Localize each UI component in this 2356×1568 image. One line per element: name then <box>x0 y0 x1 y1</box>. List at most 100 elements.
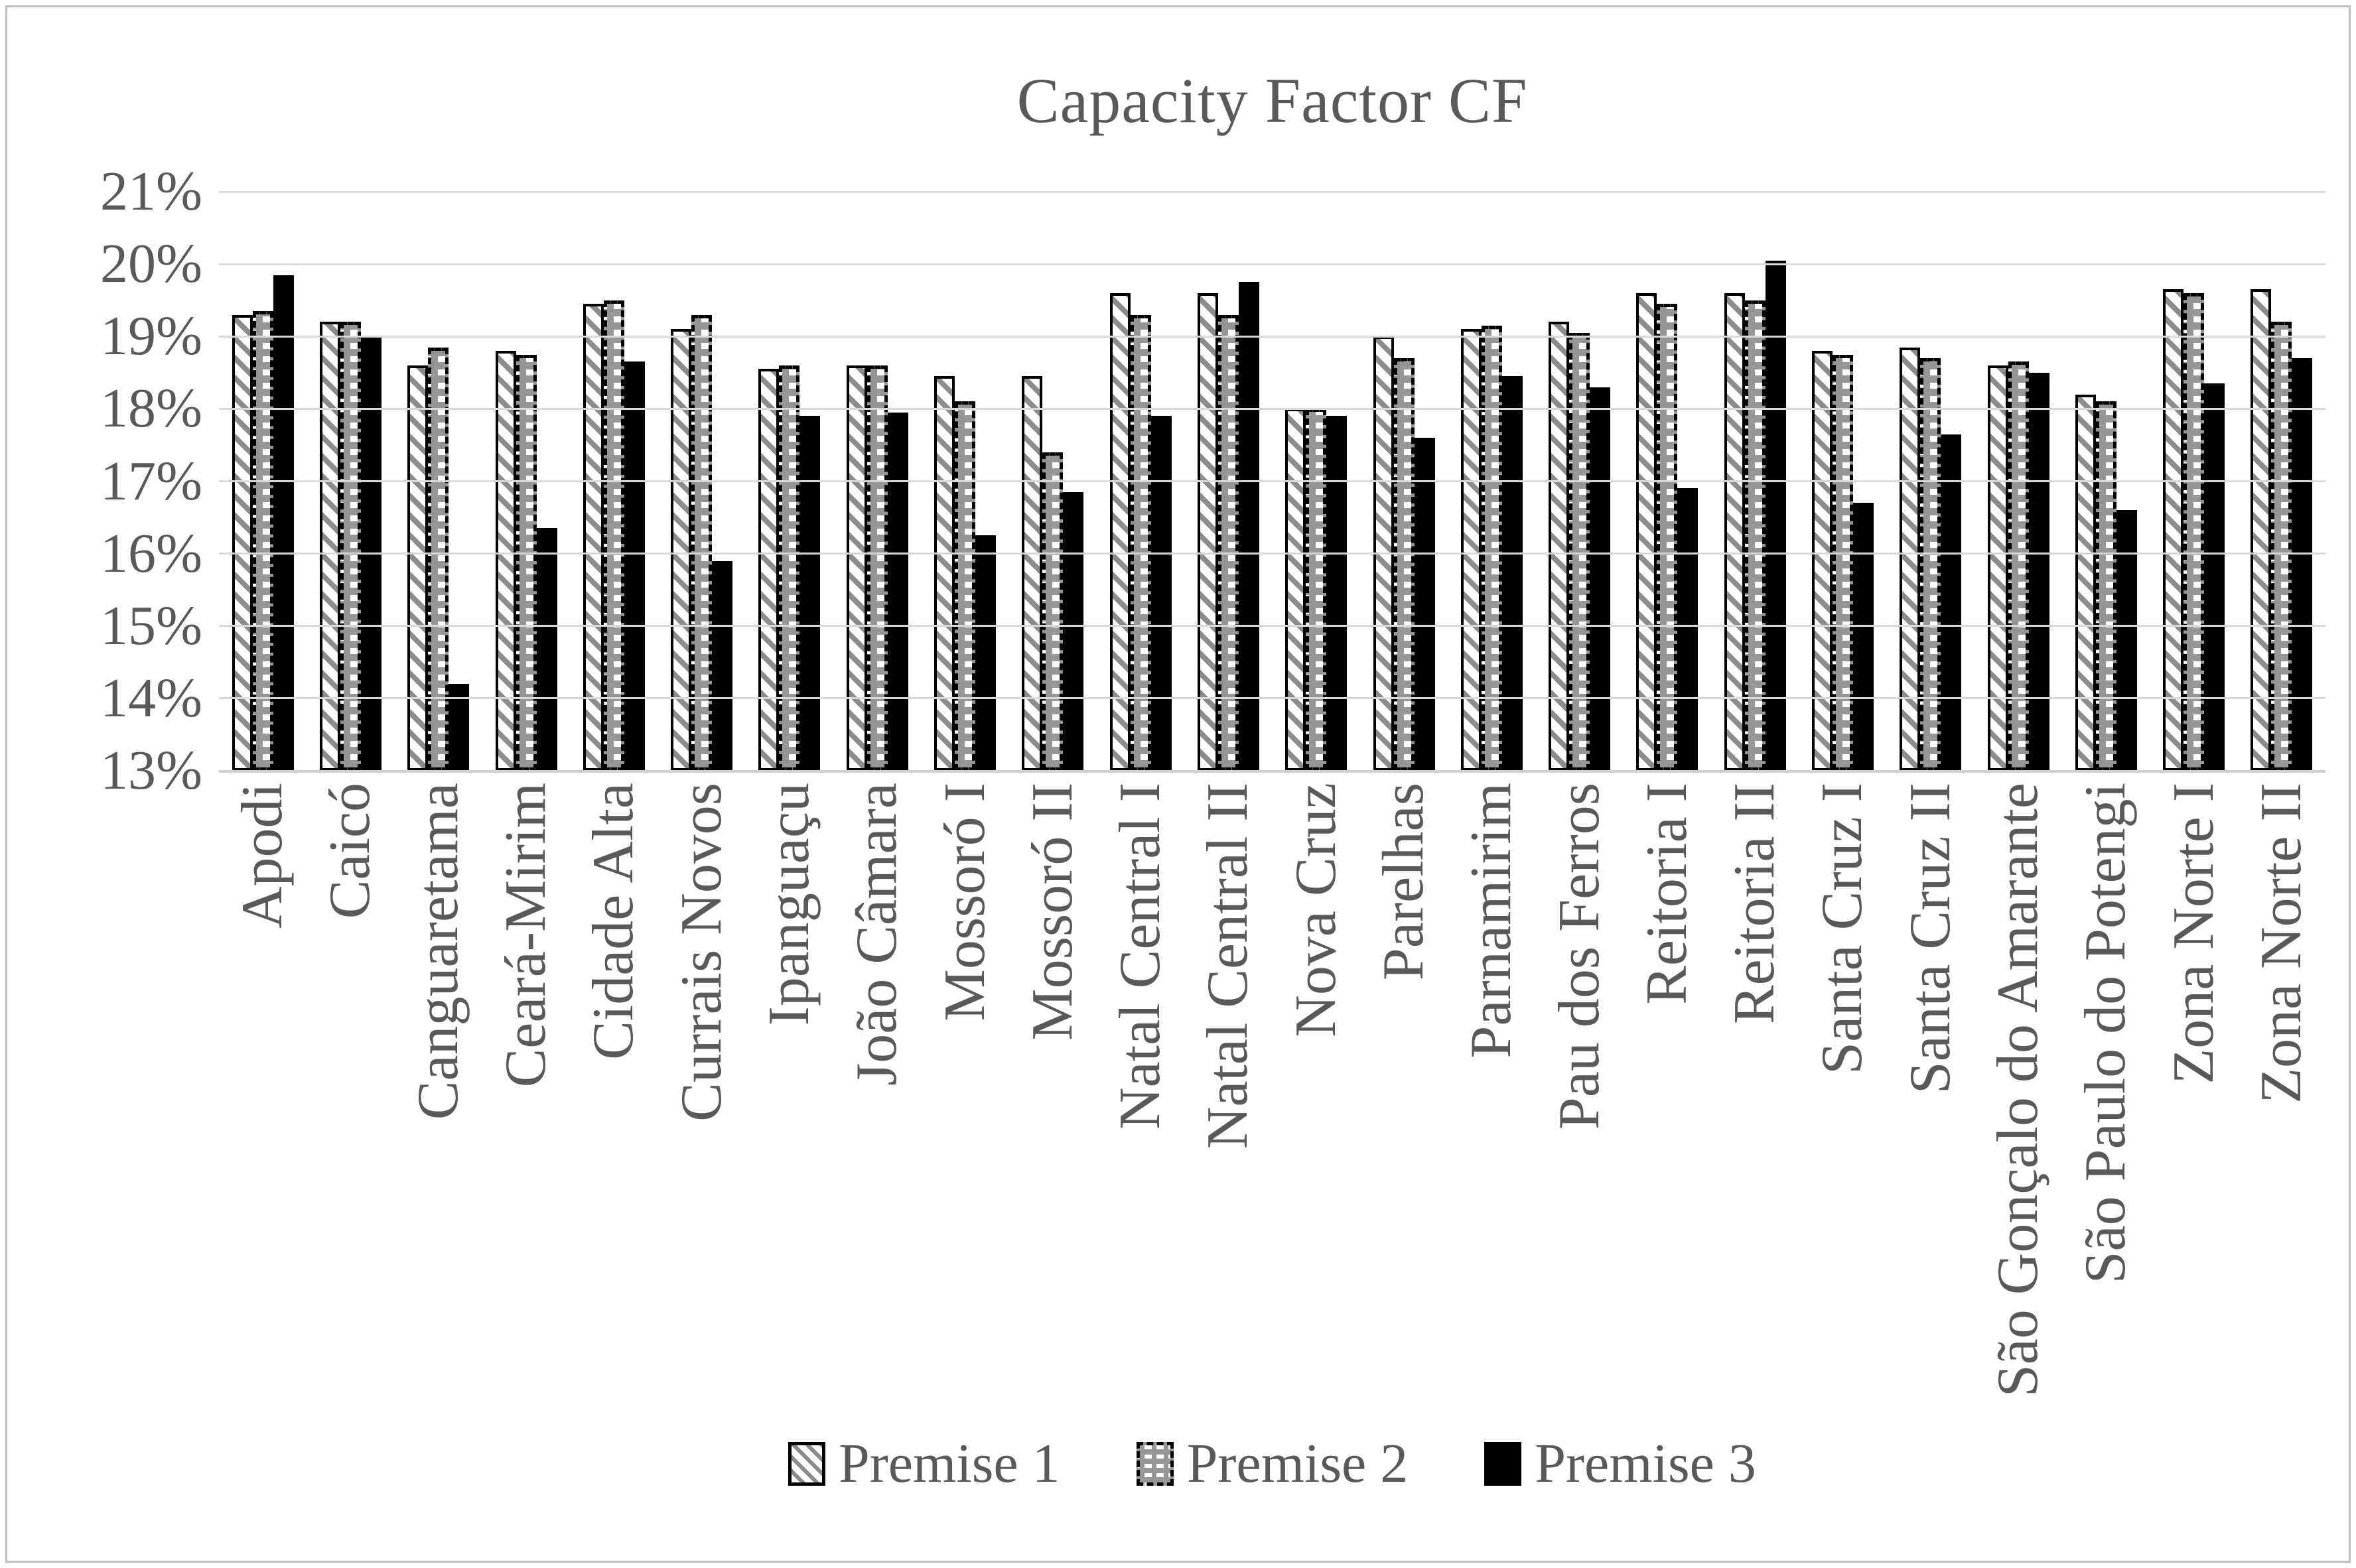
category-label: Currais Novos <box>669 783 734 1122</box>
bar-diagonal-hatch <box>1636 293 1657 771</box>
category-label: Caicó <box>318 783 383 919</box>
category-label: Cidade Alta <box>581 783 646 1060</box>
bar-gray-dash <box>866 365 888 771</box>
legend-item: Premise 2 <box>1136 1431 1409 1496</box>
category-label-cell: Santa Cruz II <box>1887 783 1975 1423</box>
category-label-cell: Ceará-Mirim <box>482 783 570 1423</box>
category-label-cell: Zona Norte I <box>2150 783 2238 1423</box>
chart-title: Capacity Factor CF <box>1016 65 1528 136</box>
bar-group <box>570 192 658 771</box>
bar-group <box>395 192 482 771</box>
bar-gray-dash <box>252 311 273 771</box>
bar-diagonal-hatch <box>2251 289 2272 771</box>
category-label-cell: Zona Norte II <box>2238 783 2325 1423</box>
bar-group <box>1009 192 1097 771</box>
bars-container <box>219 192 2325 771</box>
bar-solid-black <box>624 361 645 771</box>
bar-solid-black <box>1590 387 1611 771</box>
bar-group <box>1975 192 2062 771</box>
category-label-cell: Canguaretama <box>395 783 482 1423</box>
gridline <box>219 190 2325 193</box>
legend-label: Premise 2 <box>1186 1433 1409 1494</box>
chart-outer-border <box>5 5 2351 1563</box>
bar-group <box>2238 192 2325 771</box>
bar-diagonal-hatch <box>407 365 429 771</box>
bar-diagonal-hatch <box>1724 293 1745 771</box>
legend: Premise 1 Premise 2 Premise 3 <box>219 1431 2325 1496</box>
category-label: Reitoria I <box>1634 783 1699 1005</box>
bar-group <box>482 192 570 771</box>
category-label: Apodi <box>230 783 295 929</box>
category-label: Zona Norte I <box>2161 783 2226 1084</box>
bar-diagonal-hatch <box>1022 376 1043 771</box>
bar-gray-dash <box>955 401 976 771</box>
bar-solid-black <box>2116 510 2137 771</box>
bar-group <box>2150 192 2238 771</box>
y-tick-label: 14% <box>100 667 202 729</box>
bar-gray-dash <box>1130 314 1151 771</box>
category-label: São Gonçalo do Amarante <box>1986 783 2051 1398</box>
gridline <box>219 697 2325 700</box>
bar-gray-dash <box>1569 332 1590 771</box>
bar-solid-black <box>712 560 733 771</box>
category-label-cell: João Câmara <box>833 783 921 1423</box>
bar-gray-dash <box>1217 314 1239 771</box>
category-label-cell: Santa Cruz I <box>1799 783 1886 1423</box>
category-label: Zona Norte II <box>2249 783 2314 1104</box>
bar-solid-black <box>2292 358 2313 771</box>
bar-gray-dash <box>2008 361 2029 771</box>
bar-diagonal-hatch <box>2163 289 2184 771</box>
category-label: Mossoró II <box>1020 783 1085 1041</box>
bar-solid-black <box>799 416 821 771</box>
y-tick-label: 16% <box>100 522 202 584</box>
bar-gray-dash <box>603 300 624 771</box>
bar-solid-black <box>1414 438 1435 771</box>
y-axis-tick-labels: 13% 14% 15% 16% 17% 18% 19% 20% 21% <box>0 0 202 1568</box>
bar-solid-black <box>2204 383 2225 771</box>
category-label: Ipanguaçu <box>756 783 821 1026</box>
category-label-cell: Currais Novos <box>658 783 745 1423</box>
bar-solid-black <box>975 535 997 771</box>
gridline <box>219 263 2325 265</box>
bar-group <box>1097 192 1184 771</box>
bar-group <box>1535 192 1623 771</box>
category-label: Natal Central II <box>1196 783 1261 1149</box>
legend-item: Premise 3 <box>1484 1431 1756 1496</box>
bar-diagonal-hatch <box>1987 365 2008 771</box>
bar-diagonal-hatch <box>758 369 780 771</box>
bar-gray-dash <box>516 354 537 771</box>
y-tick-label: 15% <box>100 594 202 657</box>
category-label: Nova Cruz <box>1283 783 1348 1037</box>
bar-group <box>1711 192 1799 771</box>
category-label-cell: Parelhas <box>1360 783 1448 1423</box>
legend-label: Premise 3 <box>1535 1433 1756 1494</box>
category-label: Parnamirim <box>1459 783 1524 1059</box>
bar-solid-black <box>1677 488 1698 771</box>
bar-gray-dash <box>1657 304 1678 771</box>
bar-diagonal-hatch <box>2075 394 2096 771</box>
bar-solid-black <box>1941 434 1962 771</box>
y-tick-label: 13% <box>100 740 202 801</box>
category-label-cell: Apodi <box>219 783 307 1423</box>
bar-group <box>1184 192 1272 771</box>
category-label: Pau dos Ferros <box>1547 783 1612 1130</box>
category-label: Natal Central I <box>1108 783 1173 1130</box>
bar-gray-dash <box>2183 293 2205 771</box>
bar-gray-dash <box>1481 325 1502 771</box>
bar-group <box>1448 192 1535 771</box>
category-label: Santa Cruz II <box>1898 783 1963 1094</box>
bar-diagonal-hatch <box>934 376 955 771</box>
bar-diagonal-hatch <box>1197 293 1218 771</box>
category-label: São Paulo do Potengi <box>2073 783 2138 1284</box>
bar-solid-black <box>2028 372 2049 771</box>
category-label-cell: Parnamirim <box>1448 783 1535 1423</box>
bar-solid-black <box>273 275 294 771</box>
category-label: Santa Cruz I <box>1810 783 1875 1075</box>
gridline <box>219 335 2325 338</box>
bar-group <box>1273 192 1360 771</box>
bar-diagonal-hatch <box>1285 409 1306 771</box>
bar-gray-dash <box>1920 358 1941 771</box>
bar-solid-black <box>1765 260 1786 771</box>
category-label-cell: Ipanguaçu <box>746 783 833 1423</box>
category-label-cell: Cidade Alta <box>570 783 658 1423</box>
